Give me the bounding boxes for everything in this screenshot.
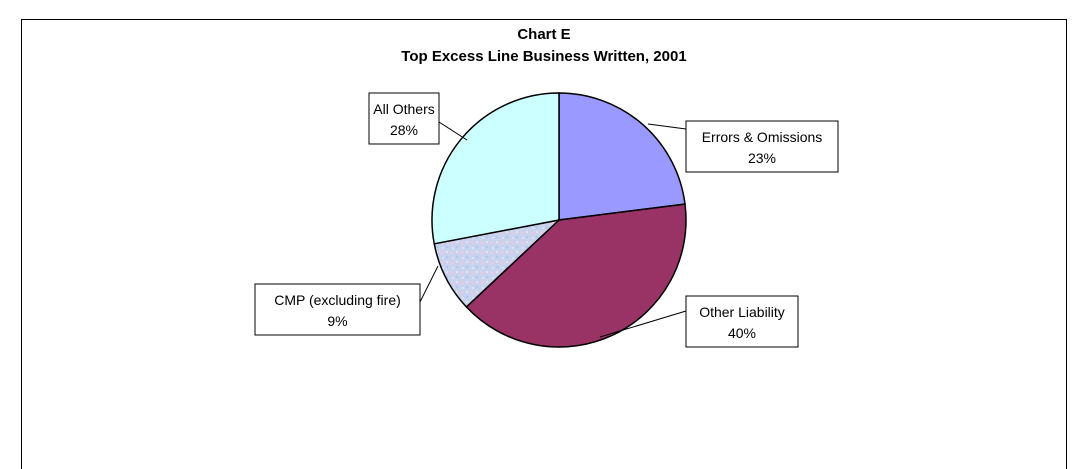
callout-other-liability: Other Liability 40% <box>599 295 799 348</box>
leader-line <box>599 310 687 338</box>
leader-line <box>419 265 439 303</box>
leader-line <box>647 123 687 130</box>
pie-slice-other-liability <box>465 203 687 348</box>
callout-box <box>254 283 421 336</box>
chart-title: Chart E <box>517 26 571 43</box>
callout-box <box>685 120 839 173</box>
slice-value-label: 28% <box>390 122 418 138</box>
slice-value-label: 9% <box>327 313 347 329</box>
callout-box <box>368 92 440 145</box>
callout-box <box>685 295 799 348</box>
slice-label: All Others <box>373 101 434 117</box>
leader-line <box>438 121 468 141</box>
slice-label: CMP (excluding fire) <box>274 292 401 308</box>
callout-all-others: All Others 28% <box>368 92 468 145</box>
pie-slice-errors-omissions <box>558 92 686 221</box>
chart-subtitle: Top Excess Line Business Written, 2001 <box>401 48 687 65</box>
callout-cmp-excluding-fire: CMP (excluding fire) 9% <box>254 265 439 336</box>
slice-value-label: 23% <box>748 150 776 166</box>
pie-slice-all-others <box>431 92 560 245</box>
slice-label: Other Liability <box>699 304 785 320</box>
callout-errors-omissions: Errors & Omissions 23% <box>647 120 839 173</box>
slice-value-label: 40% <box>728 325 756 341</box>
slice-label: Errors & Omissions <box>702 129 823 145</box>
